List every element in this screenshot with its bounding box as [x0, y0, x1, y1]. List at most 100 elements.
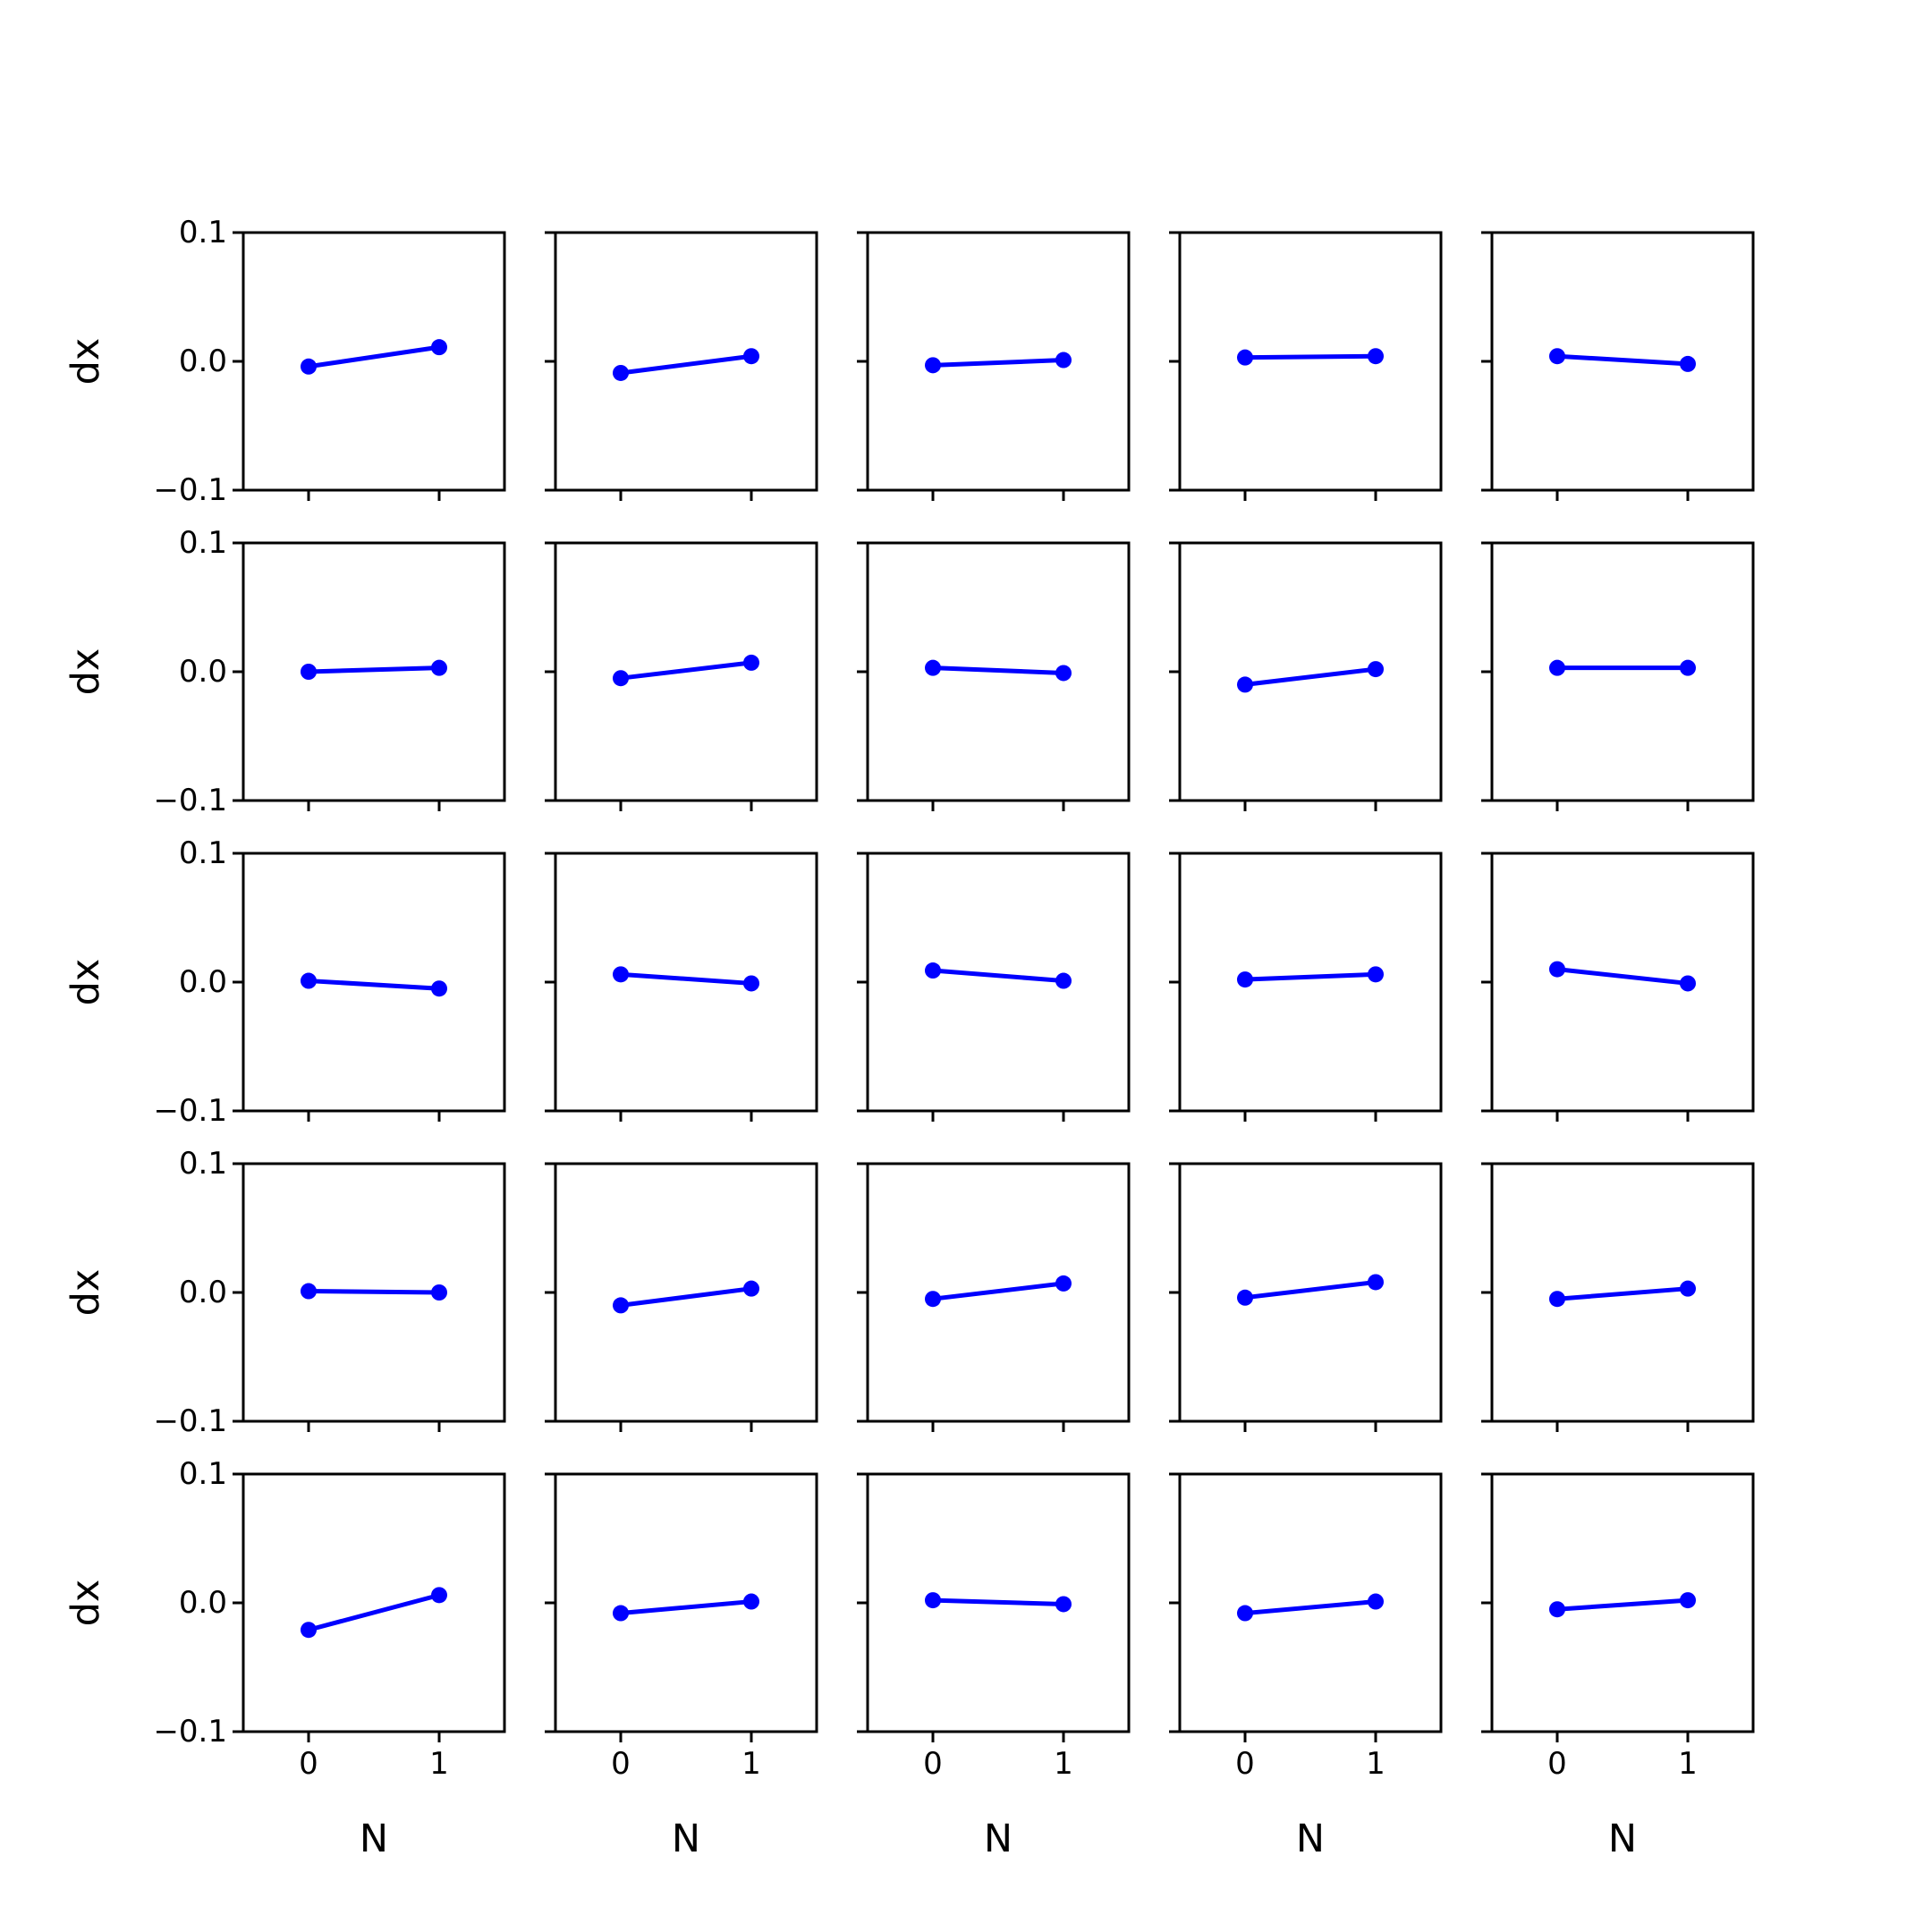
subplot-r2-c3 — [857, 541, 1131, 811]
data-point — [925, 1592, 941, 1609]
data-point — [613, 1605, 629, 1622]
series-line — [618, 353, 754, 376]
axes-frame — [1178, 1162, 1443, 1423]
series-line — [1242, 1599, 1378, 1616]
axes-frame — [1178, 1472, 1443, 1733]
y-tick-label: −0.1 — [153, 472, 227, 508]
subplot-r3-c4 — [1169, 852, 1443, 1122]
data-point — [301, 664, 317, 680]
axes-frame — [242, 1472, 506, 1733]
y-tick-label: 0.1 — [179, 525, 227, 561]
data-point — [1680, 659, 1696, 676]
series-line — [1242, 971, 1378, 982]
series-line — [930, 1281, 1066, 1301]
data-point — [1680, 1280, 1696, 1297]
axes-frame — [1178, 231, 1443, 492]
x-tick-label: 1 — [1366, 1746, 1385, 1782]
data-point — [1237, 1289, 1253, 1306]
series-line — [1242, 1279, 1378, 1301]
data-point — [1055, 972, 1072, 989]
data-point — [431, 1284, 447, 1301]
data-point — [1680, 975, 1696, 992]
data-point — [301, 972, 317, 989]
y-tick-label: −0.1 — [153, 1403, 227, 1439]
subplot-r1-c2 — [545, 231, 818, 501]
subplot-r2-c2 — [545, 541, 818, 811]
data-point — [1549, 1291, 1565, 1308]
subplot-r4-c3 — [857, 1162, 1131, 1432]
data-point — [1055, 352, 1072, 369]
data-point — [431, 659, 447, 676]
data-point — [1680, 355, 1696, 372]
data-point — [1549, 348, 1565, 365]
axes-frame — [1490, 852, 1755, 1113]
x-tick-label: 0 — [1547, 1746, 1567, 1782]
axes-frame — [866, 1472, 1131, 1733]
series-line — [618, 660, 754, 681]
subplot-r5-c4: 0 1 N — [1169, 1472, 1443, 1861]
series-line — [618, 971, 754, 986]
axes-frame — [554, 852, 818, 1113]
data-point — [1549, 1601, 1565, 1618]
subplot-r4-c1: −0.1 0.0 0.1 dx — [64, 1146, 506, 1439]
axes-frame — [1490, 541, 1755, 802]
y-tick-label: 0.0 — [179, 1275, 227, 1310]
subplot-r2-c4 — [1169, 541, 1443, 811]
axes-frame — [554, 1162, 818, 1423]
data-point — [925, 659, 941, 676]
data-point — [613, 1297, 629, 1314]
x-axis-label: N — [1608, 1817, 1637, 1861]
subplot-r3-c3 — [857, 852, 1131, 1122]
data-point — [1549, 961, 1565, 978]
axes-frame — [866, 852, 1131, 1113]
data-point — [925, 1291, 941, 1308]
data-point — [743, 654, 759, 671]
series-line — [306, 344, 442, 369]
y-axis-label: dx — [64, 1580, 108, 1627]
data-point — [613, 966, 629, 983]
series-line — [1555, 967, 1690, 986]
y-tick-label: 0.1 — [179, 1456, 227, 1492]
subplot-r3-c1: −0.1 0.0 0.1 dx — [64, 835, 506, 1129]
data-point — [1055, 1596, 1072, 1613]
data-point — [1237, 971, 1253, 988]
x-tick-label: 0 — [1235, 1746, 1255, 1782]
subplot-r4-c5 — [1481, 1162, 1755, 1432]
series-line — [306, 1592, 442, 1632]
y-tick-label: −0.1 — [153, 1714, 227, 1750]
y-axis-label: dx — [64, 1269, 108, 1317]
subplot-r3-c2 — [545, 852, 818, 1122]
data-point — [743, 348, 759, 365]
series-line — [1242, 666, 1378, 687]
data-point — [743, 975, 759, 992]
data-point — [1055, 1275, 1072, 1292]
y-tick-label: 0.1 — [179, 215, 227, 250]
data-point — [1237, 1605, 1253, 1622]
x-tick-label: 1 — [1678, 1746, 1698, 1782]
data-point — [1368, 661, 1384, 678]
data-point — [925, 962, 941, 979]
y-axis-label: dx — [64, 959, 108, 1006]
data-point — [301, 1622, 317, 1639]
data-point — [1237, 349, 1253, 366]
subplot-r3-c5 — [1481, 852, 1755, 1122]
subplot-r1-c5 — [1481, 231, 1755, 501]
x-tick-label: 0 — [923, 1746, 943, 1782]
data-point — [1055, 665, 1072, 682]
x-tick-label: 0 — [299, 1746, 318, 1782]
subplot-r2-c5 — [1481, 541, 1755, 811]
subplot-r1-c4 — [1169, 231, 1443, 501]
subplot-r1-c1: −0.1 0.0 0.1 dx — [64, 215, 506, 508]
x-axis-label: N — [984, 1817, 1013, 1861]
data-point — [1368, 966, 1384, 983]
y-tick-label: −0.1 — [153, 1093, 227, 1129]
series-line — [1242, 353, 1378, 360]
axes-frame — [1178, 541, 1443, 802]
data-point — [613, 364, 629, 381]
subplot-r4-c4 — [1169, 1162, 1443, 1432]
x-axis-label: N — [360, 1817, 388, 1861]
data-point — [1549, 659, 1565, 676]
series-line — [1555, 1597, 1690, 1612]
data-point — [613, 670, 629, 687]
data-point — [1237, 676, 1253, 693]
